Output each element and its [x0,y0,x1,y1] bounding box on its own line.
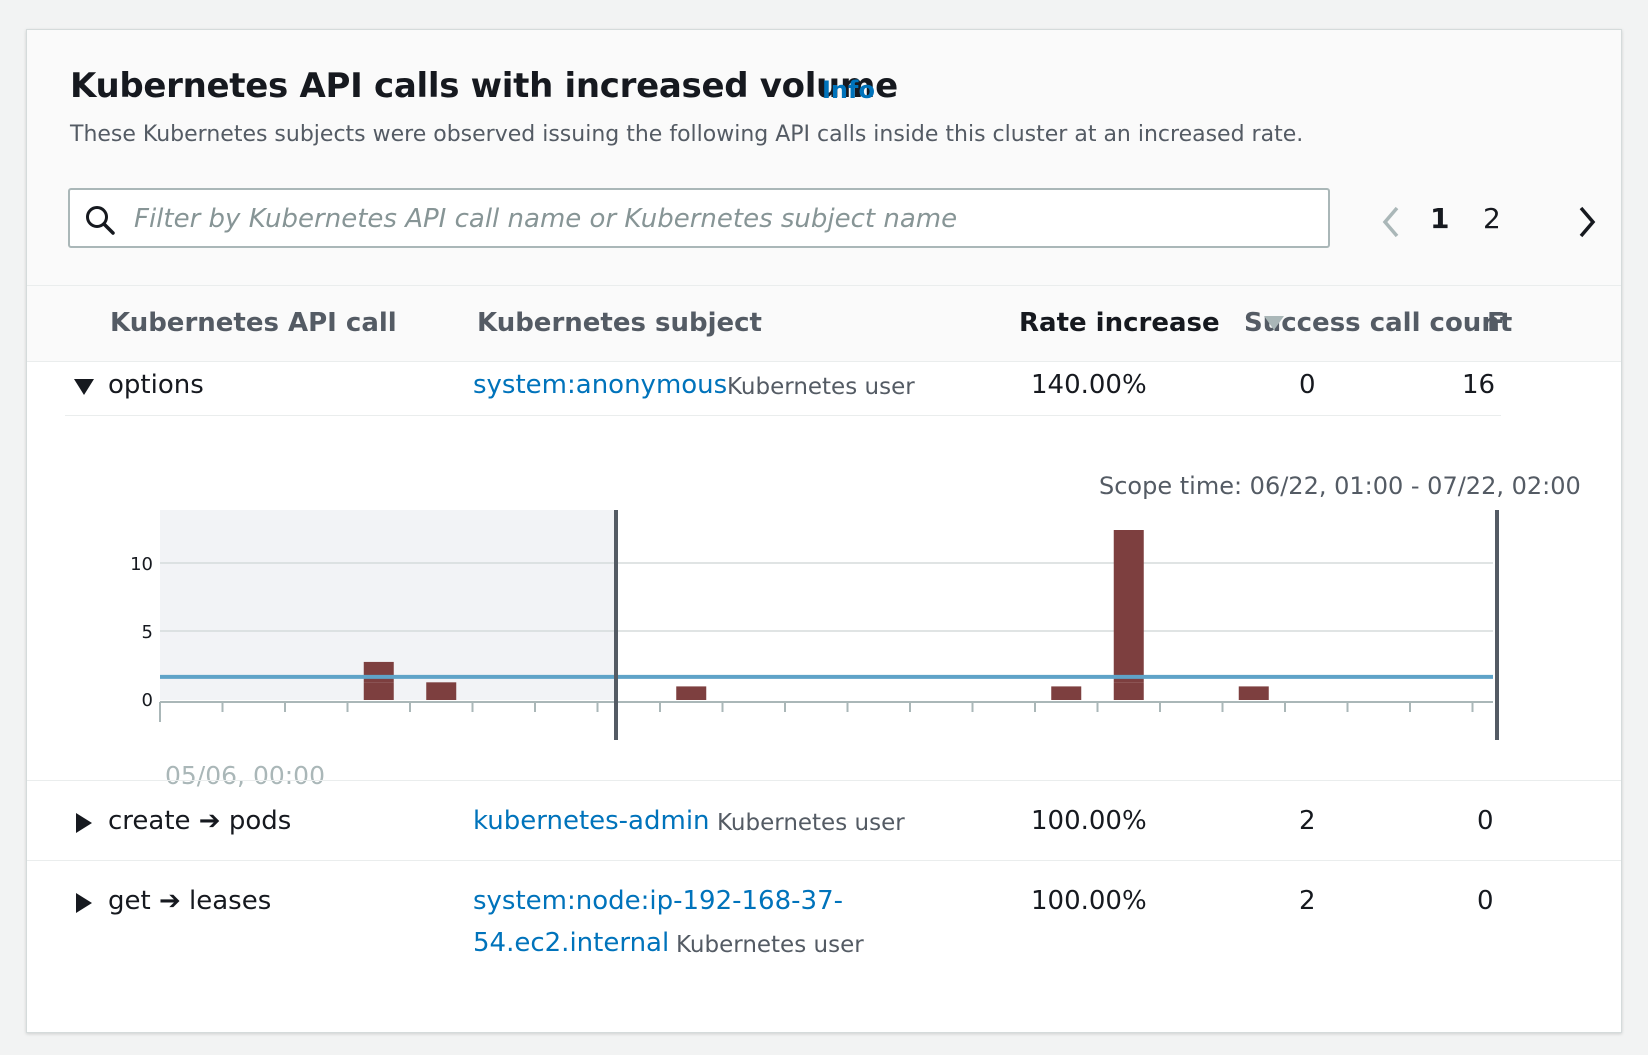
search-box [68,188,1330,248]
api-call-cell: get ➔ leases [108,886,272,916]
table-header: Kubernetes API call Kubernetes subject R… [27,285,1621,362]
column-header-success-count[interactable]: Success call count [1244,308,1513,338]
panel-description: These Kubernetes subjects were observed … [70,122,1304,147]
column-header-subject[interactable]: Kubernetes subject [477,308,762,338]
chart-bar-1-segment-1[interactable] [363,682,394,700]
chevron-left-icon [1382,206,1399,238]
subject-link[interactable]: system:anonymous [473,370,728,400]
failure-count-cell: 16 [1462,370,1496,400]
chart-bar-5-segment-1[interactable] [1113,682,1144,700]
api-call-cell: options [108,370,204,400]
sort-descending-icon[interactable] [1263,315,1285,331]
y-tick-5: 5 [142,622,153,643]
expand-row-icon[interactable] [73,892,95,914]
chart-bar-1-segment-2[interactable] [363,661,394,683]
api-calls-panel: Kubernetes API calls with increased volu… [26,29,1622,1033]
y-tick-0: 0 [142,690,153,711]
subject-type: Kubernetes user [676,932,864,958]
column-header-api-call[interactable]: Kubernetes API call [110,308,397,338]
rate-increase-cell: 100.00% [1031,886,1147,916]
panel-title: Kubernetes API calls with increased volu… [70,66,898,106]
page-1-button[interactable]: 1 [1430,202,1450,235]
collapse-row-icon[interactable] [73,376,95,398]
failure-count-cell: 0 [1477,806,1494,836]
row-divider [65,415,1501,416]
chart-bar-3-segment-1[interactable] [676,686,707,700]
chart-bar-5-segment-2[interactable] [1113,530,1144,683]
subject-link[interactable]: kubernetes-admin [473,806,710,836]
row-divider [27,780,1621,781]
chart-bar-2-segment-1[interactable] [426,682,457,700]
scope-window [614,510,1499,740]
subject-type: Kubernetes user [727,374,915,400]
success-count-cell: 0 [1299,370,1316,400]
api-call-cell: create ➔ pods [108,806,292,836]
subject-link-line-2[interactable]: 54.ec2.internal [473,928,670,958]
bars-group [363,530,1269,700]
x-start-label: 05/06, 00:00 [165,761,325,790]
api-call-volume-chart: 10 5 0 [130,510,1499,740]
chart-bar-6-segment-1[interactable] [1238,686,1269,700]
page-2-button[interactable]: 2 [1483,202,1501,235]
success-count-cell: 2 [1299,886,1316,916]
success-count-cell: 2 [1299,806,1316,836]
failure-count-cell: 0 [1477,886,1494,916]
info-link[interactable]: Info [822,76,875,104]
y-tick-10: 10 [130,554,153,575]
subject-type: Kubernetes user [717,810,905,836]
subject-link-line-1[interactable]: system:node:ip-192-168-37- [473,886,843,916]
column-header-failure-count[interactable]: F [1487,308,1505,338]
expand-row-icon[interactable] [73,812,95,834]
rate-increase-cell: 100.00% [1031,806,1147,836]
x-ticks [159,702,1474,722]
search-icon [86,206,115,235]
row-divider [27,860,1621,861]
search-input[interactable] [132,190,1316,248]
chart-bar-4-segment-1[interactable] [1051,686,1082,700]
rate-increase-cell: 140.00% [1031,370,1147,400]
chevron-right-icon[interactable] [1575,204,1599,240]
scope-time: Scope time: 06/22, 01:00 - 07/22, 02:00 [1099,472,1581,500]
column-header-rate-increase[interactable]: Rate increase [1019,308,1220,338]
